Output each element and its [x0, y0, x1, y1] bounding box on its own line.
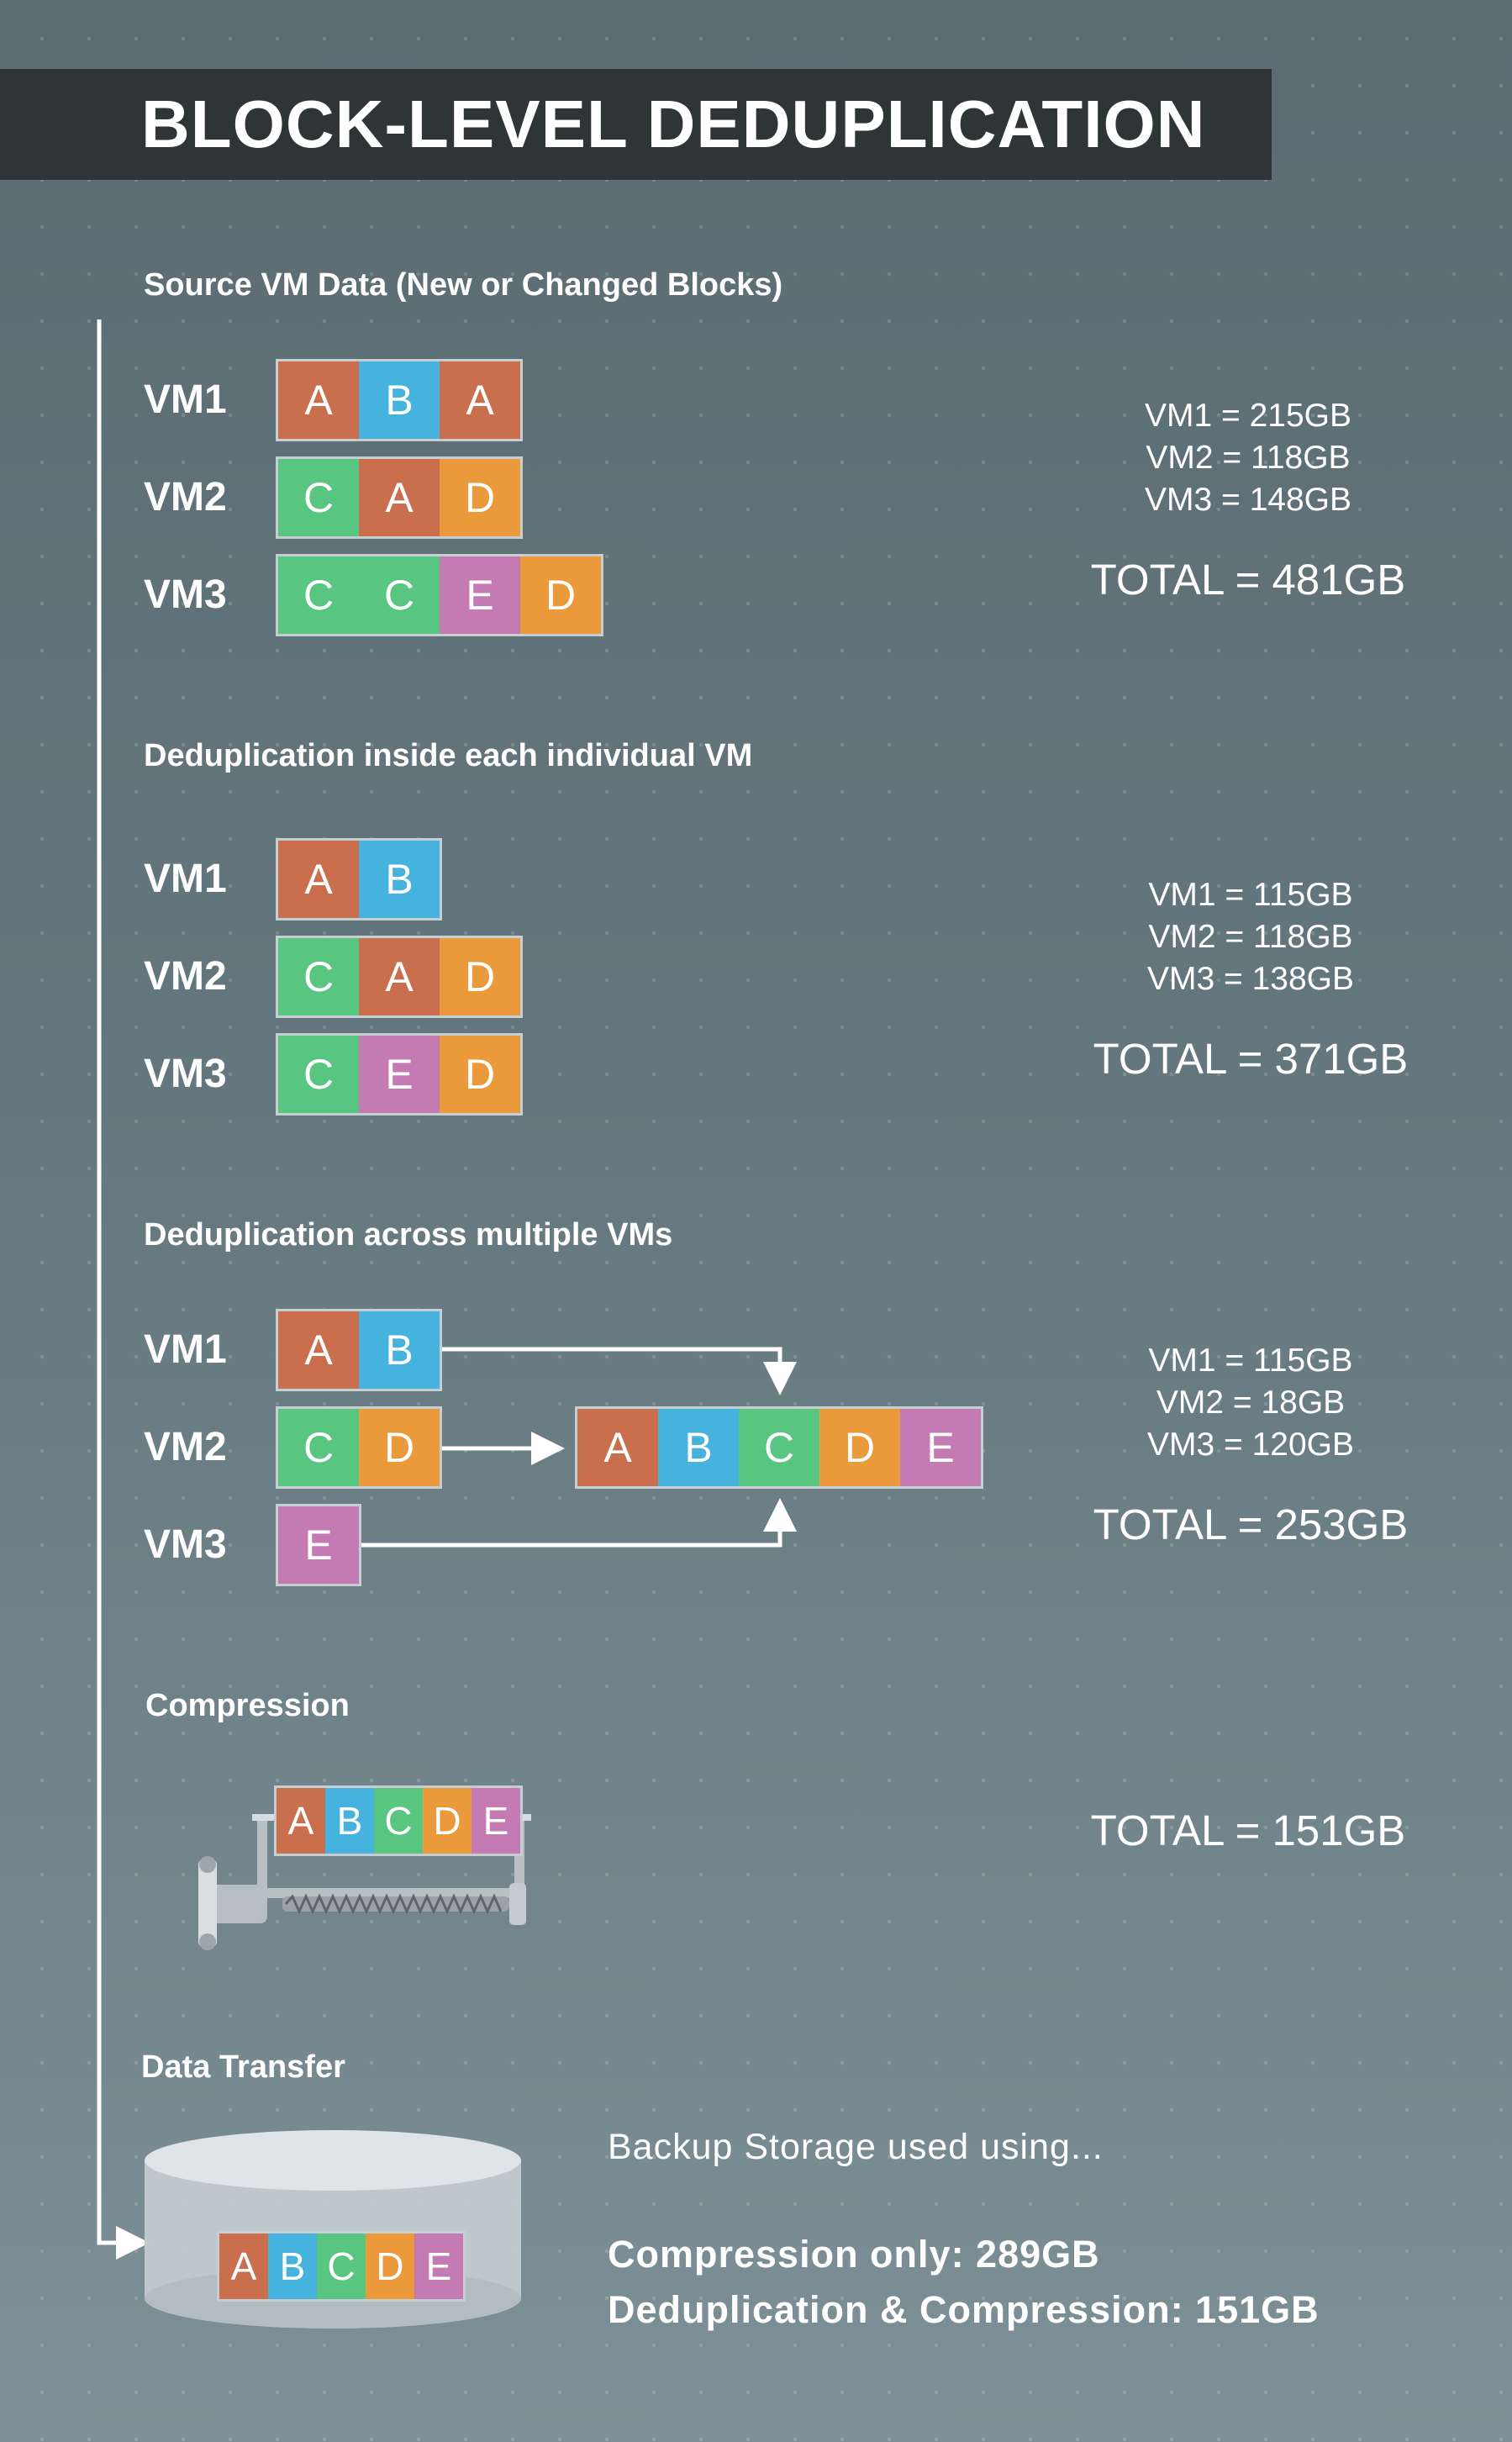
- vm3-merge-arrow: [360, 1498, 797, 1548]
- block: C: [374, 1788, 423, 1854]
- block: D: [819, 1409, 900, 1486]
- vm-label: VM1: [144, 377, 227, 422]
- block: C: [278, 1409, 359, 1486]
- page-title: BLOCK-LEVEL DEDUPLICATION: [141, 87, 1206, 161]
- total-line: TOTAL = 253GB: [1093, 1501, 1409, 1548]
- vm-label: VM2: [144, 475, 227, 520]
- block: C: [278, 938, 359, 1015]
- compressed-block-strip: A B C D E: [274, 1785, 523, 1856]
- vm-label: VM2: [144, 1425, 227, 1469]
- block: A: [278, 841, 359, 918]
- block-strip: C E D: [276, 1033, 523, 1116]
- section-title-transfer: Data Transfer: [141, 2049, 345, 2085]
- block: B: [658, 1409, 739, 1486]
- block: D: [440, 459, 520, 536]
- block: D: [520, 556, 601, 634]
- dedup-compression-result: Deduplication & Compression: 151GB: [608, 2288, 1320, 2331]
- clamp-icon: [198, 1814, 531, 1950]
- block: B: [268, 2234, 317, 2299]
- block: C: [278, 459, 359, 536]
- stored-block-strip: A B C D E: [217, 2231, 466, 2302]
- block: E: [900, 1409, 981, 1486]
- main-flow-line: [97, 319, 150, 2260]
- stat-line: VM3 = 120GB: [1146, 1427, 1355, 1463]
- block-strip: A B: [276, 838, 442, 920]
- block: A: [440, 361, 520, 439]
- block: C: [278, 1036, 359, 1113]
- block: E: [414, 2234, 463, 2299]
- title-bar: [0, 69, 1272, 180]
- block: C: [359, 556, 440, 634]
- block: A: [278, 361, 359, 439]
- block-strip: C A D: [276, 936, 523, 1018]
- block: A: [359, 938, 440, 1015]
- section-title-source: Source VM Data (New or Changed Blocks): [144, 267, 783, 303]
- total-line: TOTAL = 151GB: [1090, 1806, 1406, 1854]
- stat-line: VM1 = 115GB: [1148, 877, 1353, 913]
- section-title-across: Deduplication across multiple VMs: [144, 1217, 673, 1253]
- block-strip: C D: [276, 1406, 442, 1489]
- block: E: [359, 1036, 440, 1113]
- block: E: [440, 556, 520, 634]
- block: A: [219, 2234, 268, 2299]
- block-strip: A B: [276, 1309, 442, 1391]
- block: D: [366, 2234, 414, 2299]
- stat-line: VM1 = 115GB: [1148, 1342, 1353, 1379]
- block: D: [440, 1036, 520, 1113]
- vm-label: VM1: [144, 857, 227, 901]
- block: D: [440, 938, 520, 1015]
- block: B: [359, 841, 440, 918]
- block: C: [317, 2234, 366, 2299]
- block-strip: C C E D: [276, 554, 603, 636]
- block-strip: A B A: [276, 359, 523, 441]
- vm-label: VM3: [144, 1522, 227, 1567]
- merged-block-strip: A B C D E: [575, 1406, 983, 1489]
- total-line: TOTAL = 371GB: [1093, 1035, 1409, 1083]
- stat-line: VM2 = 18GB: [1156, 1385, 1346, 1421]
- block: B: [325, 1788, 374, 1854]
- stat-line: VM3 = 138GB: [1146, 961, 1355, 997]
- block-strip: E: [276, 1504, 361, 1586]
- stat-line: VM1 = 215GB: [1144, 398, 1352, 434]
- stat-line: VM3 = 148GB: [1144, 482, 1352, 518]
- block: E: [472, 1788, 520, 1854]
- block: D: [423, 1788, 472, 1854]
- vm-label: VM1: [144, 1327, 227, 1372]
- block: E: [278, 1506, 359, 1584]
- compression-only-result: Compression only: 289GB: [608, 2233, 1100, 2276]
- block: B: [359, 361, 440, 439]
- stat-line: VM2 = 118GB: [1148, 919, 1353, 955]
- storage-caption: Backup Storage used using...: [608, 2127, 1104, 2167]
- block: A: [577, 1409, 658, 1486]
- block-strip: C A D: [276, 456, 523, 539]
- section-title-individual: Deduplication inside each individual VM: [144, 738, 753, 773]
- vm-label: VM3: [144, 572, 227, 617]
- block: C: [278, 556, 359, 634]
- vm-label: VM2: [144, 954, 227, 999]
- block: D: [359, 1409, 440, 1486]
- block: B: [359, 1311, 440, 1389]
- block: C: [739, 1409, 819, 1486]
- vm1-merge-arrow: [442, 1347, 797, 1395]
- block: A: [278, 1311, 359, 1389]
- block: A: [359, 459, 440, 536]
- vm-label: VM3: [144, 1052, 227, 1096]
- block: A: [277, 1788, 325, 1854]
- total-line: TOTAL = 481GB: [1090, 556, 1406, 604]
- stat-line: VM2 = 118GB: [1146, 440, 1351, 476]
- section-title-compression: Compression: [145, 1688, 350, 1723]
